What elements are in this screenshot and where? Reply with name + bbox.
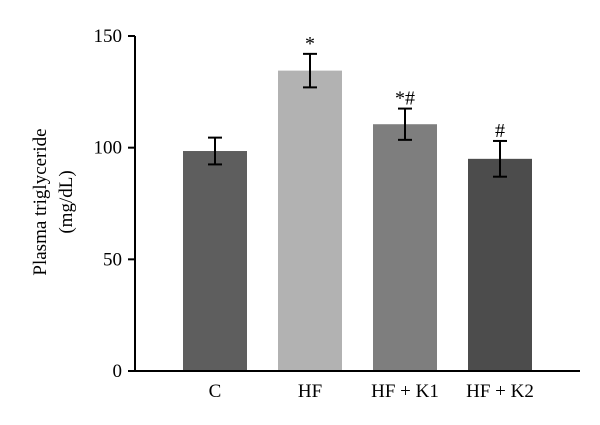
error-bar bbox=[303, 52, 317, 89]
annotations-group: * *# # bbox=[305, 33, 505, 142]
bar-hf-k2 bbox=[468, 158, 532, 371]
x-tick-label: C bbox=[209, 381, 222, 402]
y-tick-label: 0 bbox=[113, 361, 123, 382]
y-tick-label: 100 bbox=[94, 138, 123, 159]
x-tick-label: HF + K2 bbox=[466, 381, 534, 402]
significance-marker: *# bbox=[395, 88, 415, 110]
bar-c bbox=[183, 151, 247, 371]
bar-hf bbox=[278, 70, 342, 371]
y-axis-label-line-1: Plasma triglyceride bbox=[30, 128, 51, 275]
y-tick-label: 50 bbox=[103, 249, 122, 270]
y-ticks-group: 0 50 100 150 bbox=[94, 26, 135, 382]
y-axis-label: Plasma triglyceride (mg/dL) bbox=[30, 128, 77, 275]
error-bar bbox=[208, 136, 222, 166]
error-bars-group bbox=[208, 52, 507, 178]
bar-hf-k1 bbox=[373, 124, 437, 371]
significance-marker: * bbox=[305, 33, 315, 55]
y-tick-label: 150 bbox=[94, 26, 123, 47]
error-bar bbox=[398, 107, 412, 141]
x-tick-label: HF bbox=[298, 381, 322, 402]
x-labels-group: C HF HF + K1 HF + K2 bbox=[209, 381, 534, 402]
x-tick-label: HF + K1 bbox=[371, 381, 439, 402]
axes-group bbox=[134, 36, 580, 372]
bars-group bbox=[183, 70, 532, 371]
significance-marker: # bbox=[495, 120, 505, 142]
y-axis-label-line-2: (mg/dL) bbox=[56, 170, 77, 233]
error-bar bbox=[493, 139, 507, 178]
